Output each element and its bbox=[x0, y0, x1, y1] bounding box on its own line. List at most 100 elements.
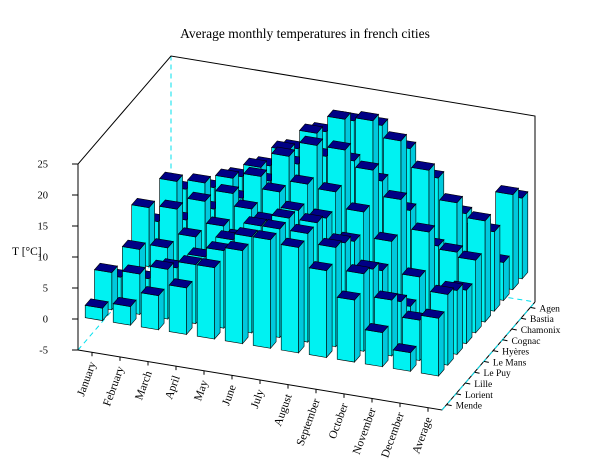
bar-top-face bbox=[401, 267, 426, 278]
bar-top-face bbox=[149, 259, 174, 270]
z-tick-label: 25 bbox=[38, 160, 49, 171]
bar-side-face bbox=[382, 325, 389, 368]
bar-top-face bbox=[336, 290, 361, 301]
chart-title: Average monthly temperatures in french c… bbox=[180, 26, 430, 41]
bar-front-face bbox=[140, 292, 159, 331]
city-label: Le Mans bbox=[493, 358, 527, 368]
bar-top-face bbox=[84, 298, 109, 309]
bar-top-face bbox=[233, 199, 258, 210]
bar-top-face bbox=[140, 286, 165, 297]
bar-top-face bbox=[289, 174, 314, 185]
bar-side-face bbox=[503, 255, 510, 302]
bar-top-face bbox=[383, 189, 408, 200]
month-label: February bbox=[101, 365, 127, 408]
bar-top-face bbox=[121, 239, 146, 250]
bar-top-face bbox=[177, 255, 202, 266]
bar-top-face bbox=[355, 160, 380, 171]
city-tick bbox=[483, 360, 489, 363]
bar-front-face bbox=[224, 247, 243, 345]
bar-top-face bbox=[299, 213, 324, 224]
month-label: July bbox=[249, 388, 267, 410]
city-tick bbox=[465, 382, 471, 385]
z-tick-label: 15 bbox=[38, 222, 49, 233]
bar-front-face bbox=[168, 284, 187, 335]
bar-top-face bbox=[420, 308, 445, 319]
bar-top-face bbox=[112, 296, 137, 307]
bar-side-face bbox=[512, 187, 519, 291]
bar-side-face bbox=[447, 287, 454, 367]
bar-top-face bbox=[121, 264, 146, 275]
bar-top-face bbox=[439, 193, 464, 204]
month-label: September bbox=[295, 397, 323, 447]
bar-top-face bbox=[495, 185, 520, 196]
bar-side-face bbox=[456, 283, 464, 356]
city-label: Lorient bbox=[465, 391, 493, 401]
city-tick bbox=[446, 404, 452, 407]
month-label: May bbox=[192, 378, 211, 402]
bar-top-face bbox=[233, 227, 258, 238]
bar-top-face bbox=[289, 223, 314, 234]
city-tick bbox=[502, 339, 508, 342]
bar-top-face bbox=[168, 278, 193, 289]
bar-side-face bbox=[466, 283, 473, 345]
month-label: December bbox=[379, 411, 406, 460]
month-label: Average bbox=[411, 416, 435, 456]
bar-top-face bbox=[149, 238, 174, 249]
bar-side-face bbox=[521, 190, 529, 280]
bar-side-face bbox=[484, 213, 491, 323]
bar-top-face bbox=[327, 140, 352, 151]
city-label: Bastia bbox=[530, 315, 555, 325]
bar-top-face bbox=[131, 197, 156, 209]
bar-top-face bbox=[439, 242, 464, 253]
month-label: August bbox=[272, 392, 295, 428]
city-tick bbox=[530, 306, 536, 309]
bar-top-face bbox=[224, 240, 249, 252]
bar-top-face bbox=[392, 343, 417, 354]
z-tick-label: 5 bbox=[43, 284, 48, 295]
bar-top-face bbox=[299, 135, 324, 146]
bar-top-face bbox=[215, 183, 240, 194]
bar-side-face bbox=[475, 252, 482, 334]
bar-top-face bbox=[271, 146, 296, 157]
city-label: Chamonix bbox=[521, 326, 561, 336]
bar-top-face bbox=[159, 199, 184, 210]
bar-front-face bbox=[392, 349, 411, 372]
bar-top-face bbox=[467, 211, 492, 222]
bar-front-face bbox=[280, 244, 299, 354]
bar-top-face bbox=[243, 157, 268, 168]
bar-top-face bbox=[205, 216, 230, 227]
bar-top-face bbox=[271, 208, 296, 219]
z-tick-label: 0 bbox=[43, 315, 48, 326]
bar-side-face bbox=[326, 263, 333, 359]
month-label: October bbox=[327, 402, 351, 441]
bar-front-face bbox=[420, 315, 439, 377]
bar-top-face bbox=[327, 109, 352, 120]
bar-top-face bbox=[93, 262, 118, 273]
bar-front-face bbox=[196, 264, 215, 340]
hidden-edge-right-floor bbox=[441, 301, 536, 411]
bar-top-face bbox=[345, 264, 370, 275]
hidden-edge-left bbox=[77, 56, 172, 351]
z-tick-label: -5 bbox=[39, 346, 48, 357]
bar-top-face bbox=[457, 250, 482, 261]
bar-top-face bbox=[373, 231, 398, 242]
z-axis-title: T [°C] bbox=[12, 246, 42, 258]
bar-top-face bbox=[373, 290, 398, 301]
month-label: November bbox=[351, 406, 379, 456]
bar-top-face bbox=[177, 227, 202, 238]
city-label: Hyères bbox=[502, 348, 529, 358]
bar-top-face bbox=[187, 173, 212, 184]
bar-front-face bbox=[252, 236, 271, 349]
month-label: April bbox=[163, 374, 183, 401]
bar-top-face bbox=[411, 222, 436, 233]
city-label: Agen bbox=[539, 304, 560, 314]
month-label: March bbox=[133, 369, 155, 402]
bar-side-face bbox=[214, 260, 221, 340]
bar-side-face bbox=[270, 232, 277, 350]
bar-top-face bbox=[280, 200, 305, 211]
bar-side-face bbox=[158, 288, 165, 331]
bar-side-face bbox=[298, 240, 305, 354]
bar-front-face bbox=[308, 267, 327, 358]
